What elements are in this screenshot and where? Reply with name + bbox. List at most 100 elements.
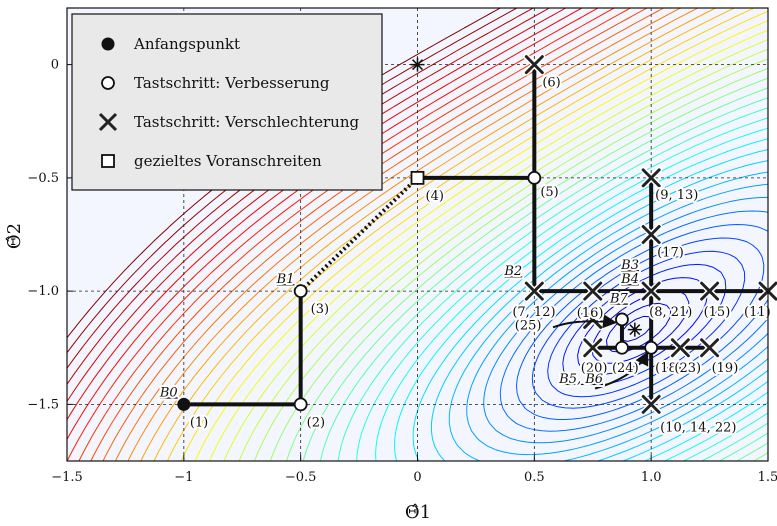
y-axis-label: Θ̂2 [4, 223, 25, 249]
x-axis-label: Θ̂1 [405, 502, 431, 523]
point-label: (23) [674, 361, 701, 376]
legend: Anfangspunkt Tastschritt: Verbesserung Tas… [71, 13, 383, 191]
improvement-marker [293, 284, 308, 299]
contour-level [223, 39, 768, 461]
contour-level [269, 67, 768, 461]
axis-ticks: −1.5 −1 −0.5 0 0.5 1.0 1.5 0 −0.5 −1.0 −1.5 [27, 58, 777, 485]
progression-marker [410, 170, 425, 185]
contour-level [448, 171, 768, 461]
worsening-marker [583, 309, 603, 329]
point-label: (5) [540, 185, 558, 200]
y-tick-label: −0.5 [27, 171, 59, 186]
point-label: (25) [515, 318, 542, 333]
point-label: (10, 14, 22) [660, 420, 736, 435]
legend-progression-icon [101, 154, 115, 168]
legend-start-icon [101, 37, 115, 51]
arrow-b5 [594, 351, 649, 390]
worsening-marker [583, 281, 603, 301]
worsening-marker [641, 281, 661, 301]
point-label: (3) [311, 302, 329, 317]
point-label: (19) [712, 361, 739, 376]
worsening-marker [700, 281, 720, 301]
legend-improvement-icon [101, 76, 115, 90]
point-label: (20) [581, 361, 608, 376]
y-tick-label: 0 [51, 58, 59, 73]
point-label: (1) [190, 415, 208, 430]
improvement-marker [644, 340, 659, 355]
point-labels: (1) (2) (3) (5) (24) (18) (6) (7, 12) (9, 13) (17… [157, 74, 773, 438]
x-tick-label: 1.0 [641, 470, 662, 485]
base-label: B2 [503, 264, 522, 279]
contour-lines [67, 8, 768, 461]
point-label: (2) [307, 415, 325, 430]
contour-level [127, 8, 699, 461]
legend-label: Tastschritt: Verschlechterung [134, 113, 360, 131]
legend-label: Tastschritt: Verbesserung [134, 74, 330, 92]
contour-level [430, 160, 768, 461]
point-label: (4) [426, 189, 444, 204]
legend-worsening-icon [98, 112, 118, 132]
improvement-marker [615, 340, 629, 355]
x-tick-label: 0 [413, 470, 421, 485]
point-label: (17) [657, 246, 684, 261]
worsening-marker [524, 55, 544, 75]
x-tick-label: −1 [174, 470, 193, 485]
contour-level [254, 58, 768, 461]
y-tick-label: −1.5 [27, 397, 59, 412]
base-label: B0 [159, 385, 178, 400]
worsening-marker [700, 338, 720, 358]
point-label: (6) [542, 76, 560, 91]
start-marker [177, 397, 191, 411]
point-label: (7, 12) [512, 305, 555, 320]
base-label: B3 [620, 258, 639, 273]
point-label: (18) [655, 361, 682, 376]
worsening-marker [641, 394, 661, 414]
y-tick-label: −1.0 [27, 284, 59, 299]
contour-level [238, 48, 768, 461]
contour-level [319, 97, 768, 461]
x-tick-label: −1.5 [51, 470, 83, 485]
point-label: (9, 13) [655, 188, 698, 203]
legend-box [71, 13, 383, 191]
worsening-marker [524, 281, 544, 301]
worsening-marker [641, 225, 661, 244]
contour-level [483, 196, 768, 444]
contour-level [194, 20, 768, 461]
point-label: (8, 21) [649, 305, 692, 320]
point-label: (11) [744, 305, 771, 320]
path-segment-dotted [299, 176, 419, 293]
x-tick-label: 1.5 [758, 470, 777, 485]
contour-level [302, 87, 768, 461]
contour-level [180, 10, 768, 461]
worsening-marker [670, 338, 690, 358]
x-tick-label: 0.5 [524, 470, 545, 485]
contour-level [140, 8, 716, 461]
base-label: B7 [609, 291, 629, 306]
arrow-25 [552, 314, 618, 329]
worsening-marker [583, 338, 603, 358]
base-label: B5, B6 [558, 372, 603, 387]
point-label: (24) [612, 361, 639, 376]
optimum-marker [410, 57, 425, 72]
legend-label: Anfangspunkt [133, 35, 240, 53]
optimum-marker [627, 322, 642, 337]
legend-label: gezieltes Voranschreiten [134, 152, 322, 170]
contour-level [286, 77, 768, 461]
x-tick-label: −0.5 [285, 470, 317, 485]
base-label: B1 [276, 272, 295, 287]
markers [177, 53, 777, 416]
improvement-marker [293, 397, 308, 412]
base-label: B4 [620, 272, 639, 287]
contour-level [375, 127, 768, 461]
improvement-marker [527, 170, 542, 185]
contour-level [166, 8, 755, 461]
contour-level [394, 138, 768, 461]
contour-level [337, 107, 768, 461]
improvement-marker [615, 312, 629, 327]
point-label: (15) [704, 305, 731, 320]
contour-level [412, 149, 768, 461]
worsening-marker [641, 168, 661, 188]
point-label: (16) [577, 306, 604, 321]
